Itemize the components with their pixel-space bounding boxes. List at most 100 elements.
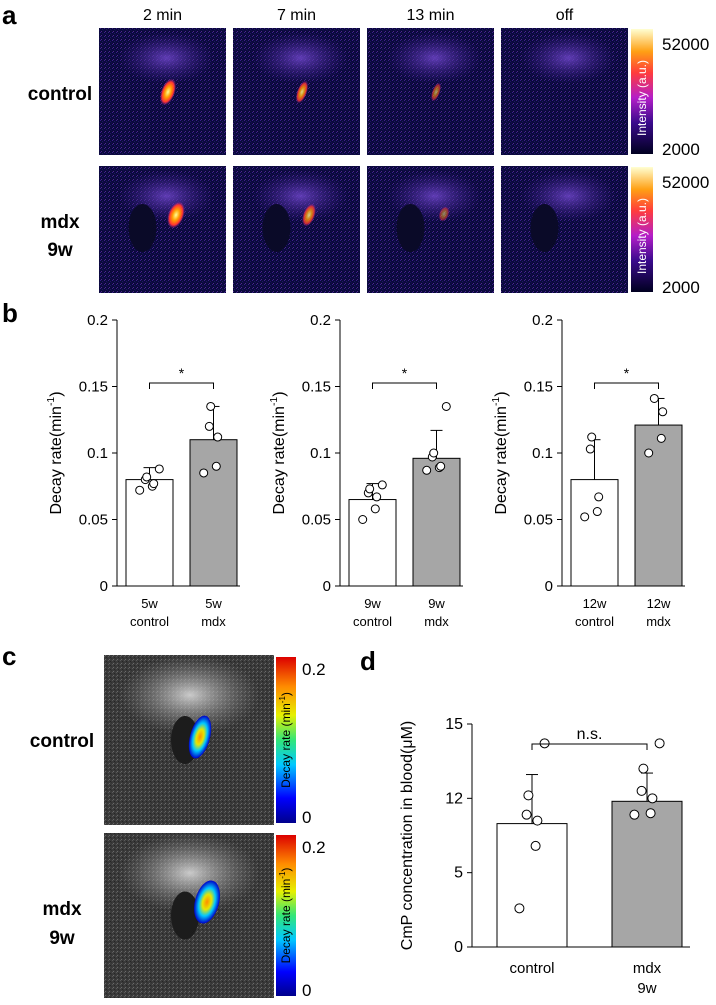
data-point (204, 421, 214, 431)
tissue-glow (520, 32, 617, 84)
y-tick-label: 0.2 (87, 312, 108, 329)
y-tick-label: 0.15 (524, 379, 553, 396)
bar-chart: control mdx 9w 0 5 12 15 CmP concentration in b… (399, 716, 690, 997)
colorbar-max: 52000 (662, 35, 709, 54)
intensity-colorbar (631, 167, 653, 292)
bar (189, 439, 238, 587)
colorbar-max: 0.2 (302, 838, 326, 857)
data-point (422, 465, 432, 475)
y-axis-label-main: Decay rate(min (271, 406, 288, 514)
y-tick-label: 5 (454, 865, 463, 882)
y-axis-label-sup: -1 (46, 397, 57, 406)
colorbar-label-end: ) (279, 868, 293, 872)
data-point (149, 479, 159, 489)
decay-colorbar (276, 835, 296, 996)
bar-chart: 5w control 5w mdx 0 0.05 0.1 0.15 0.2 Decay rate(… (46, 312, 240, 629)
y-axis-label-main: Decay rate(min (48, 406, 65, 514)
y-tick-label: 0.2 (532, 312, 553, 329)
y-axis-label: Decay rate(min-1) (491, 391, 510, 514)
colorbar-label: Intensity (a.u.) (635, 60, 649, 136)
data-point (523, 790, 534, 801)
panel-b-bar-charts: 5w control 5w mdx 0 0.05 0.1 0.15 0.2 Decay rate(… (46, 312, 685, 629)
decay-map-image (104, 833, 274, 998)
data-point (213, 432, 223, 442)
data-point (585, 444, 595, 454)
category-label: 5w (205, 596, 222, 611)
data-point (211, 461, 221, 471)
y-tick-label: 0 (100, 578, 108, 595)
data-point (532, 815, 543, 826)
hotspot (302, 203, 316, 227)
data-point (592, 507, 602, 517)
fluorescence-image (501, 28, 628, 155)
panel-letter-a: a (2, 0, 17, 30)
significance-bracket (149, 382, 214, 389)
panel-letter-b: b (2, 298, 18, 328)
colorbar-label-end: ) (279, 692, 293, 696)
category-label: 9w (364, 596, 381, 611)
y-axis-label: CmP concentration in blood(μM) (399, 721, 416, 950)
bar (348, 499, 397, 587)
data-point (594, 492, 604, 502)
fluorescence-image (367, 166, 494, 293)
y-tick-label: 15 (445, 716, 463, 733)
panel-letter-d: d (360, 646, 376, 676)
bar (634, 424, 683, 587)
colorbar-min: 2000 (662, 278, 700, 297)
category-label: control (509, 960, 554, 977)
category-label: control (353, 614, 392, 629)
row-label: control (30, 731, 94, 752)
significance-label: n.s. (577, 726, 603, 743)
data-point (135, 485, 145, 495)
data-point (629, 809, 640, 820)
data-point (358, 515, 368, 524)
data-point (436, 461, 446, 471)
significance-bracket (372, 382, 437, 389)
category-label: 12w (583, 596, 607, 611)
colorbar-label-sup: -1 (278, 696, 287, 704)
data-point (514, 903, 525, 914)
data-point (587, 432, 597, 442)
fluorescence-image (501, 166, 628, 293)
hotspot (430, 82, 442, 102)
data-point (644, 448, 654, 458)
y-tick-label: 0.1 (87, 445, 108, 462)
fluorescence-image (233, 28, 360, 155)
data-point (539, 738, 550, 749)
row-label: mdx (42, 899, 82, 920)
data-point (636, 785, 647, 796)
bar (412, 457, 461, 587)
colorbar-max: 0.2 (302, 660, 326, 679)
y-axis-label-end: ) (493, 391, 510, 396)
panel-letter-c: c (2, 641, 16, 671)
y-tick-label: 0 (323, 578, 331, 595)
y-axis-label-end: ) (48, 391, 65, 396)
data-point (658, 407, 668, 417)
dark-region (171, 891, 199, 940)
category-label: 9w (428, 596, 445, 611)
data-point (654, 738, 665, 749)
tissue-glow (386, 32, 483, 84)
colorbar-max: 52000 (662, 173, 709, 192)
time-label: 2 min (143, 7, 182, 24)
y-axis-label: Decay rate(min-1) (46, 391, 65, 514)
y-tick-label: 0.2 (310, 312, 331, 329)
y-tick-label: 0.1 (310, 445, 331, 462)
panel-d-bar-chart: control mdx 9w 0 5 12 15 CmP concentration in b… (399, 716, 690, 997)
y-tick-label: 0.05 (79, 512, 108, 529)
time-label: 7 min (277, 7, 316, 24)
colorbar-label: Decay rate (min-1) (278, 692, 293, 788)
fluorescence-image (99, 28, 226, 155)
category-label: 12w (647, 596, 671, 611)
data-point (377, 480, 387, 490)
intensity-colorbar (631, 29, 653, 154)
y-tick-label: 12 (445, 790, 463, 807)
bar (496, 823, 568, 948)
tissue-glow (120, 655, 260, 735)
decay-colorbar (276, 657, 296, 823)
row-label: control (28, 84, 92, 105)
significance-bracket (594, 382, 659, 389)
colorbar-label-main: Decay rate (min (279, 703, 293, 788)
